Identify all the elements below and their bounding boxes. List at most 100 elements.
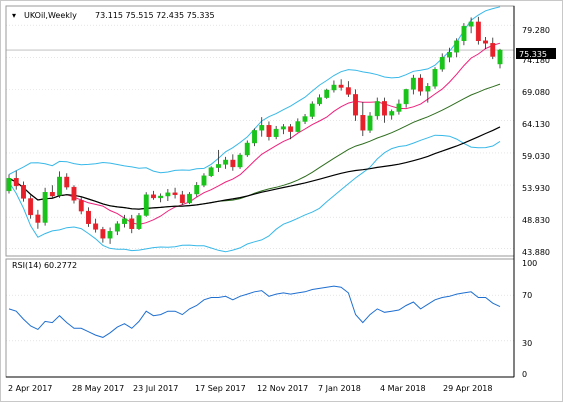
bullish-candle [187, 193, 193, 204]
rsi-tick: 70 [522, 291, 532, 300]
rsi-panel [8, 285, 501, 338]
bearish-candle [100, 229, 106, 239]
bullish-candle [244, 142, 250, 156]
bearish-candle [28, 198, 34, 216]
bullish-candle [410, 77, 416, 90]
bullish-candle [194, 184, 200, 195]
bullish-candle [317, 97, 322, 105]
time-tick: 28 May 2017 [72, 384, 124, 393]
bearish-candle [35, 214, 41, 223]
symbol-dropdown-icon[interactable]: ▾ [12, 11, 16, 20]
price-tick: 64.130 [522, 120, 550, 129]
price-axis: 79.280 74.180 69.080 64.130 59.030 53.93… [522, 26, 550, 257]
time-tick: 23 Jul 2017 [133, 384, 178, 393]
bearish-candle [338, 84, 344, 88]
bullish-candle [403, 89, 409, 105]
candles [6, 16, 503, 244]
bearish-candle [129, 218, 135, 229]
time-tick: 17 Sep 2017 [195, 384, 246, 393]
price-tick: 48.830 [522, 216, 550, 225]
bullish-candle [114, 223, 120, 232]
bearish-candle [85, 210, 91, 224]
bullish-candle [259, 125, 265, 131]
moving-average-slow-line [8, 126, 501, 210]
time-axis: 2 Apr 2017 28 May 2017 23 Jul 2017 17 Se… [8, 384, 492, 393]
current-price-label: 75.335 [519, 50, 547, 59]
bullish-candle [122, 218, 128, 224]
bearish-candle [172, 192, 178, 195]
bullish-candle [223, 159, 229, 165]
rsi-tick: 0 [522, 370, 527, 379]
bullish-candle [158, 195, 164, 199]
bollinger-lower-line [8, 134, 501, 253]
bullish-candle [309, 103, 315, 117]
rsi-line [8, 285, 501, 338]
bearish-candle [382, 101, 387, 116]
bullish-candle [215, 164, 221, 168]
bullish-candle [468, 21, 474, 27]
time-tick: 4 Mar 2018 [380, 384, 426, 393]
rsi-tick: 100 [522, 259, 537, 268]
bullish-candle [143, 194, 149, 216]
bearish-candle [179, 194, 185, 204]
bearish-candle [345, 87, 351, 95]
bearish-candle [64, 176, 70, 188]
bearish-candle [13, 178, 19, 187]
bullish-candle [454, 40, 460, 53]
bearish-candle [93, 223, 99, 230]
bullish-candle [107, 231, 113, 239]
bullish-candle [136, 215, 142, 229]
current-price-badge [516, 48, 556, 59]
rsi-title: RSI(14) 60.2772 [12, 261, 77, 270]
bullish-candle [295, 121, 301, 132]
bullish-candle [461, 26, 467, 41]
bullish-candle [324, 89, 330, 98]
bullish-candle [374, 101, 380, 117]
bullish-candle [389, 111, 395, 116]
bearish-candle [266, 125, 272, 137]
bullish-candle [302, 116, 308, 122]
moving-average-fast-line [8, 42, 501, 226]
price-tick: 74.180 [522, 56, 550, 65]
bearish-candle [150, 194, 156, 199]
price-tick: 69.080 [522, 88, 550, 97]
bullish-candle [439, 57, 445, 70]
bearish-candle [21, 184, 26, 199]
bearish-candle [360, 114, 366, 131]
bullish-candle [396, 103, 402, 112]
bearish-candle [230, 159, 236, 168]
bullish-candle [331, 84, 337, 91]
bullish-candle [165, 192, 171, 197]
bullish-candle [447, 52, 452, 58]
bullish-candle [201, 175, 207, 186]
bullish-candle [280, 126, 286, 130]
symbol-title: UKOil,Weekly [24, 11, 77, 20]
bearish-candle [71, 186, 77, 201]
bullish-candle [497, 49, 503, 65]
bullish-candle [42, 191, 48, 223]
bullish-candle [237, 154, 243, 168]
bearish-candle [49, 191, 55, 197]
rsi-tick: 30 [522, 339, 532, 348]
bearish-candle [418, 77, 423, 92]
time-tick: 12 Nov 2017 [257, 384, 308, 393]
price-tick: 43.880 [522, 248, 550, 257]
bearish-candle [353, 94, 358, 116]
bullish-candle [252, 130, 258, 144]
bullish-candle [273, 128, 279, 137]
bullish-candle [57, 176, 62, 196]
price-tick: 53.930 [522, 184, 550, 193]
ohlc-readout: 73.115 75.515 72.435 75.335 [95, 11, 215, 20]
bearish-candle [288, 126, 294, 132]
time-tick: 2 Apr 2017 [8, 384, 52, 393]
bullish-candle [367, 115, 373, 131]
bearish-candle [490, 43, 496, 57]
time-tick: 7 Jan 2018 [318, 384, 361, 393]
bearish-candle [483, 40, 488, 44]
time-tick: 29 Apr 2018 [443, 384, 492, 393]
bearish-candle [475, 21, 481, 41]
price-tick: 59.030 [522, 152, 550, 161]
price-tick: 79.280 [522, 26, 550, 35]
bullish-candle [425, 85, 431, 92]
